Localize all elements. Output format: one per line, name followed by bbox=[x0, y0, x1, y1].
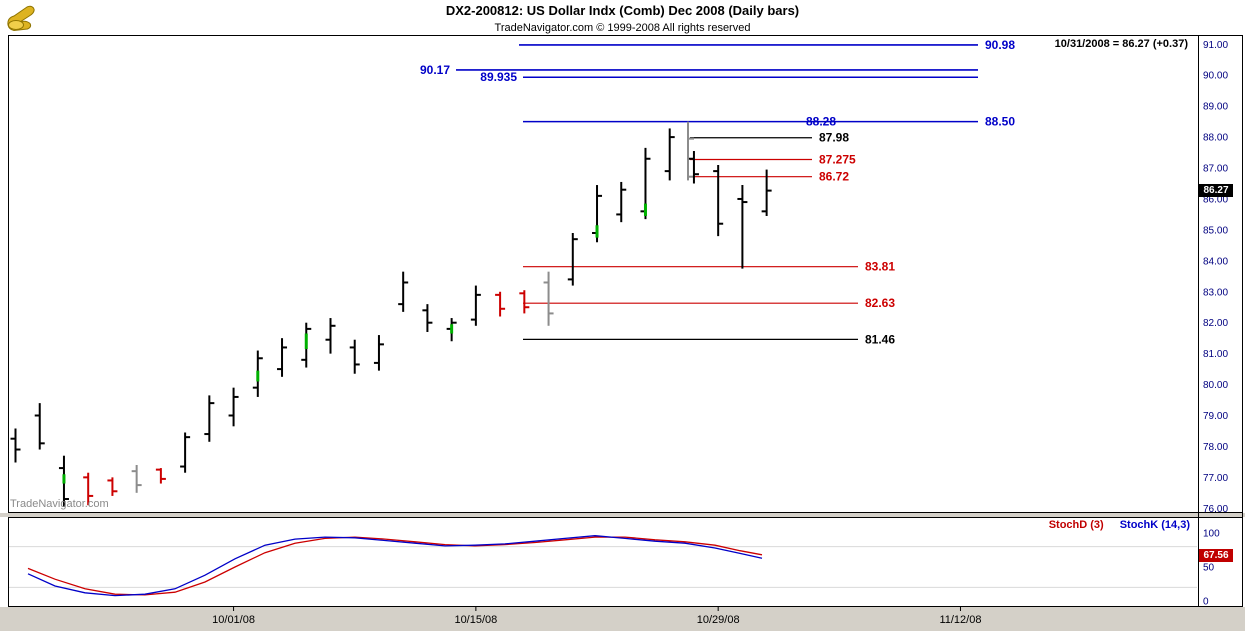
level-label: 89.935 bbox=[480, 70, 517, 84]
chart-title: DX2-200812: US Dollar Indx (Comb) Dec 20… bbox=[445, 3, 800, 18]
stochk-curve bbox=[27, 535, 763, 597]
level-label: 88.50 bbox=[985, 115, 1015, 129]
stochd-curve bbox=[27, 536, 763, 596]
price-axis-label: 86.00 bbox=[1203, 194, 1228, 205]
price-axis-label: 81.00 bbox=[1203, 349, 1228, 360]
level-label: 87.275 bbox=[819, 153, 856, 167]
stochd-label: StochD (3) bbox=[1048, 519, 1104, 531]
price-axis-label: 80.00 bbox=[1203, 380, 1228, 391]
price-axis-label: 87.00 bbox=[1203, 164, 1228, 175]
price-axis-label: 91.00 bbox=[1203, 40, 1228, 51]
last-price-badge: 86.27 bbox=[1199, 184, 1233, 197]
price-axis-divider bbox=[1198, 35, 1199, 607]
panel-border bbox=[8, 512, 1243, 513]
level-label: 90.17 bbox=[420, 63, 450, 77]
price-axis-label: 82.00 bbox=[1203, 318, 1228, 329]
level-label: 82.63 bbox=[865, 296, 895, 310]
stoch-axis-label: 50 bbox=[1203, 563, 1215, 574]
stoch-legend: StochD (3) StochK (14,3) bbox=[1049, 519, 1190, 531]
panel-border bbox=[8, 35, 1243, 36]
level-label: 83.81 bbox=[865, 260, 895, 274]
stoch-value-badge: 67.56 bbox=[1199, 549, 1233, 562]
level-label: 87.98 bbox=[819, 131, 849, 145]
price-axis-label: 84.00 bbox=[1203, 256, 1228, 267]
panel-border bbox=[8, 606, 1243, 607]
panel-border bbox=[8, 517, 1243, 518]
price-axis-label: 77.00 bbox=[1203, 473, 1228, 484]
date-axis-label: 10/29/08 bbox=[696, 614, 740, 626]
stoch-axis-label: 100 bbox=[1203, 529, 1220, 540]
watermark: TradeNavigator.com bbox=[10, 498, 109, 510]
level-label: 81.46 bbox=[865, 332, 895, 346]
stoch-axis-label: 0 bbox=[1203, 597, 1209, 608]
price-axis-label: 85.00 bbox=[1203, 225, 1228, 236]
panel-border bbox=[1242, 35, 1243, 607]
date-axis-label: 10/01/08 bbox=[212, 614, 255, 626]
price-axis-label: 90.00 bbox=[1203, 71, 1228, 82]
panel-divider bbox=[0, 513, 1245, 517]
level-label: 86.72 bbox=[819, 170, 849, 184]
price-axis-label: 78.00 bbox=[1203, 442, 1228, 453]
price-axis-label: 83.00 bbox=[1203, 287, 1228, 298]
date-axis-label: 11/12/08 bbox=[939, 614, 982, 626]
tradenavigator-logo-icon bbox=[7, 5, 35, 32]
stochk-label: StochK (14,3) bbox=[1119, 519, 1190, 531]
last-quote-annotation: 10/31/2008 = 86.27 (+0.37) bbox=[1054, 38, 1188, 50]
panel-border bbox=[8, 517, 9, 607]
date-axis[interactable] bbox=[0, 607, 1245, 631]
price-axis-label: 89.00 bbox=[1203, 102, 1228, 113]
date-axis-label: 10/15/08 bbox=[454, 614, 498, 626]
panel-border bbox=[8, 35, 9, 513]
price-axis-label: 76.00 bbox=[1203, 504, 1228, 515]
price-axis-label: 88.00 bbox=[1203, 133, 1228, 144]
level-label: 90.98 bbox=[985, 38, 1015, 52]
copyright-subtitle: TradeNavigator.com © 1999-2008 All right… bbox=[494, 22, 751, 34]
price-axis-label: 79.00 bbox=[1203, 411, 1228, 422]
